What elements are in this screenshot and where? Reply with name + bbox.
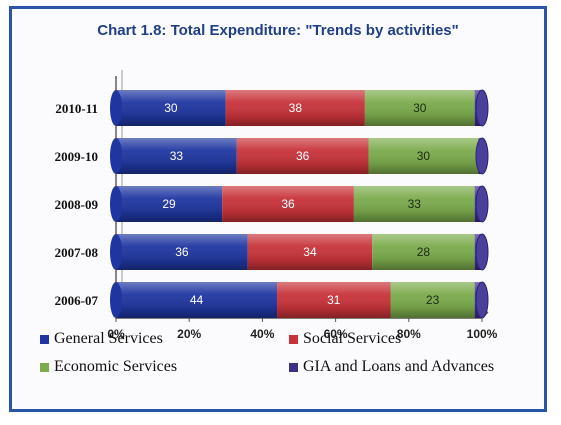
data-label: 38 — [289, 101, 303, 115]
legend-swatch — [289, 362, 298, 372]
legend-swatch — [40, 362, 49, 372]
bar-segment — [277, 282, 391, 318]
bar-cap-right — [475, 89, 489, 127]
bar-cap-left — [110, 138, 122, 174]
bar-segment — [116, 138, 237, 174]
data-label: 33 — [170, 149, 184, 163]
category-label: 2006-07 — [55, 293, 99, 308]
legend-label: General Services — [54, 330, 163, 347]
x-tick-label: 40% — [250, 327, 274, 341]
legend-label: Social Services — [303, 330, 402, 347]
legend-item: Social Services — [289, 330, 401, 348]
category-labels: 2010-11 2009-10 2008-09 2007-08 2006-07 — [55, 101, 99, 308]
data-label: 31 — [327, 293, 341, 307]
data-label: 30 — [164, 101, 178, 115]
bar-cap-right — [475, 233, 489, 271]
data-label: 23 — [426, 293, 440, 307]
bar-cap-left — [110, 282, 122, 318]
bar-segment — [247, 234, 373, 270]
bar-segment — [116, 234, 248, 270]
legend-label: GIA and Loans and Advances — [303, 358, 495, 375]
bar-segment — [372, 234, 475, 270]
bar-cap-left — [110, 90, 122, 126]
category-label: 2007-08 — [55, 245, 99, 260]
x-tick-label: 80% — [397, 327, 421, 341]
x-tick-label: 0% — [107, 327, 125, 341]
data-label: 34 — [303, 245, 317, 259]
data-label: 30 — [417, 149, 431, 163]
legend-item: Economic Services — [40, 358, 177, 376]
bar-segment — [364, 90, 475, 126]
bar-segment — [390, 282, 475, 318]
data-label: 36 — [296, 149, 310, 163]
category-label: 2008-09 — [55, 197, 99, 212]
bar-cap-right — [475, 137, 489, 175]
legend-label: Economic Services — [54, 358, 178, 375]
data-label: 28 — [417, 245, 431, 259]
data-label: 36 — [175, 245, 189, 259]
chart-title: Chart 1.8: Total Expenditure: "Trends by… — [97, 22, 459, 39]
bar-segment — [353, 186, 475, 222]
x-tick-labels: 0% 20% 40% 60% 80% 100% — [107, 318, 498, 341]
bar-cap-right — [475, 185, 489, 223]
legend-swatch — [40, 334, 49, 344]
bar-segment — [236, 138, 369, 174]
bars: 30383023336301293633236342824431232 — [110, 89, 489, 319]
category-label: 2010-11 — [55, 101, 98, 116]
legend-item: General Services — [40, 330, 163, 348]
bar-segment — [116, 186, 223, 222]
data-label: 33 — [408, 197, 422, 211]
bar-segment — [116, 282, 278, 318]
data-label: 36 — [281, 197, 295, 211]
bar-segment — [368, 138, 479, 174]
data-label: 30 — [413, 101, 427, 115]
data-label: 44 — [190, 293, 204, 307]
x-tick-label: 100% — [467, 327, 498, 341]
bar-segment — [222, 186, 354, 222]
legend-item: GIA and Loans and Advances — [289, 358, 494, 376]
data-label: 29 — [162, 197, 176, 211]
bar-cap-left — [110, 186, 122, 222]
legend-swatch — [289, 334, 298, 344]
x-tick-label: 20% — [177, 327, 201, 341]
bar-cap-right — [475, 281, 489, 319]
category-label: 2009-10 — [55, 149, 98, 164]
x-tick-label: 60% — [324, 327, 348, 341]
legend: General Services Social Services Economic … — [40, 330, 540, 400]
bar-segment — [116, 90, 226, 126]
bar-cap-left — [110, 234, 122, 270]
bar-segment — [225, 90, 365, 126]
